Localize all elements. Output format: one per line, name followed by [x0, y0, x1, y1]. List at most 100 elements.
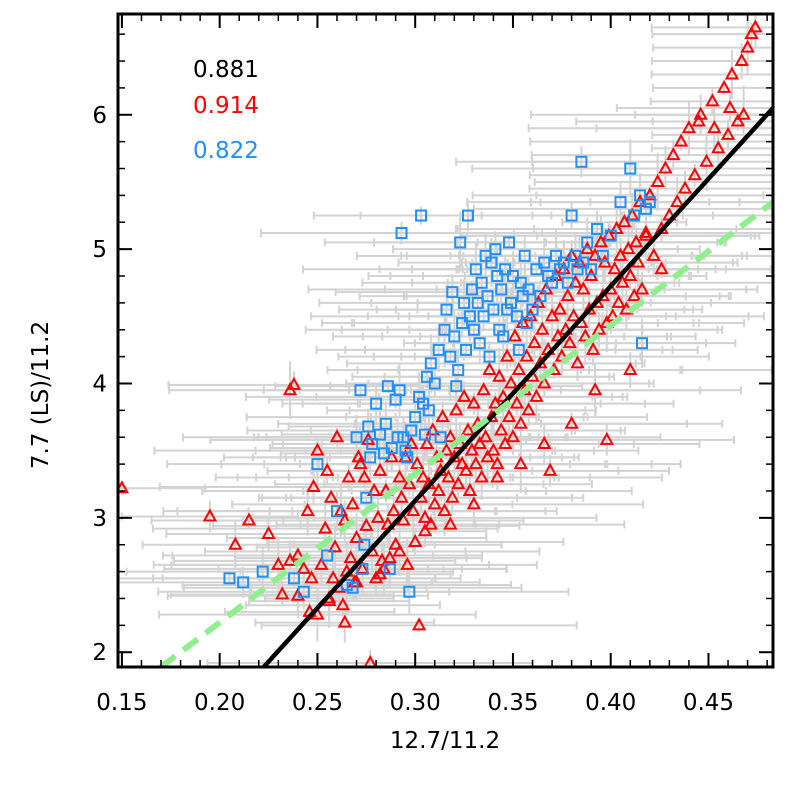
- triangle-point: [286, 376, 302, 390]
- square-point: [287, 572, 300, 585]
- triangle-point: [505, 429, 521, 443]
- triangle-point: [386, 503, 401, 517]
- square-point: [604, 229, 617, 242]
- square-point: [346, 581, 359, 594]
- square-point: [223, 572, 236, 585]
- square-point: [383, 562, 396, 575]
- square-point: [557, 256, 570, 269]
- triangle-point: [323, 489, 339, 503]
- triangle-point: [488, 395, 503, 409]
- triangle-point: [654, 261, 669, 275]
- square-point: [575, 155, 588, 168]
- square-point: [639, 202, 652, 215]
- triangle-point: [736, 106, 751, 120]
- square-point: [370, 397, 383, 410]
- square-point: [330, 505, 343, 518]
- square-point: [569, 249, 582, 262]
- triangle-point: [406, 503, 421, 517]
- square-point: [401, 451, 414, 464]
- square-point: [634, 189, 647, 202]
- triangle-point: [617, 214, 632, 228]
- square-point: [503, 236, 516, 249]
- triangle-point: [415, 469, 431, 483]
- triangle-point: [402, 476, 417, 490]
- square-point: [379, 417, 392, 430]
- y-tick-label: 5: [92, 237, 107, 263]
- square-point: [491, 270, 504, 283]
- square-point: [514, 276, 527, 289]
- triangle-point: [513, 415, 528, 429]
- triangle-point: [466, 395, 482, 409]
- triangle-point: [623, 267, 638, 282]
- correlation-label-triangles: 0.914: [193, 93, 259, 119]
- triangle-point: [341, 469, 356, 483]
- triangle-point: [511, 361, 527, 376]
- square-point: [403, 585, 416, 598]
- triangle-point: [722, 99, 738, 114]
- square-point: [624, 162, 637, 175]
- square-point: [489, 243, 502, 256]
- triangle-point: [325, 570, 341, 584]
- square-point: [237, 576, 250, 589]
- triangle-point: [681, 120, 697, 134]
- square-point: [538, 256, 551, 269]
- square-point: [434, 431, 447, 444]
- square-point: [636, 337, 648, 350]
- triangle-point: [578, 328, 593, 342]
- triangle-point: [521, 402, 536, 416]
- square-point: [465, 283, 478, 296]
- triangle-point: [202, 508, 218, 522]
- triangle-point: [318, 520, 333, 534]
- triangle-point: [345, 496, 360, 510]
- triangle-point: [490, 456, 505, 470]
- square-point: [628, 209, 641, 222]
- x-tick-label: 0.45: [683, 690, 734, 716]
- triangle-point: [670, 194, 685, 208]
- triangle-point: [587, 382, 603, 396]
- triangle-point: [310, 442, 325, 456]
- triangle-point: [359, 517, 374, 531]
- plot-frame: [116, 12, 775, 669]
- triangle-point: [388, 536, 403, 550]
- square-point: [591, 222, 604, 235]
- triangle-point: [537, 435, 552, 449]
- square-point: [471, 296, 484, 309]
- triangle-point: [666, 147, 681, 161]
- triangle-point: [466, 496, 482, 510]
- square-point: [256, 565, 269, 578]
- axes: 0.15 0.20 0.25 0.30 0.35 0.40 0.45 2 3 4 5 6: [92, 12, 775, 716]
- triangle-point: [527, 335, 542, 349]
- square-point: [581, 236, 594, 249]
- triangle-point: [435, 409, 450, 423]
- triangle-point: [570, 355, 585, 369]
- square-point: [477, 310, 490, 323]
- square-point: [450, 380, 463, 393]
- triangle-point: [337, 614, 352, 628]
- triangle-point: [353, 456, 368, 470]
- plot-area: [118, 14, 773, 667]
- triangle-point: [638, 224, 654, 239]
- triangle-point: [593, 234, 609, 248]
- triangle-point: [542, 462, 558, 476]
- triangle-point: [562, 335, 577, 349]
- triangle-point: [408, 533, 423, 548]
- triangle-point: [499, 348, 515, 362]
- triangle-point: [658, 160, 673, 174]
- triangle-point: [634, 281, 650, 295]
- triangle-point: [615, 274, 630, 288]
- square-point: [399, 444, 412, 457]
- square-point: [420, 370, 433, 383]
- triangle-point: [392, 543, 407, 557]
- square-point: [395, 227, 408, 240]
- y-tick-label: 6: [92, 103, 107, 129]
- square-point: [448, 330, 461, 343]
- x-tick-label: 0.15: [96, 690, 147, 716]
- triangle-point: [599, 431, 614, 445]
- square-point: [512, 343, 525, 356]
- triangle-point: [560, 288, 575, 302]
- square-point: [577, 256, 590, 269]
- y-tick-label: 4: [92, 371, 107, 397]
- triangle-point: [501, 409, 517, 423]
- square-point: [596, 249, 609, 262]
- square-point: [483, 350, 496, 363]
